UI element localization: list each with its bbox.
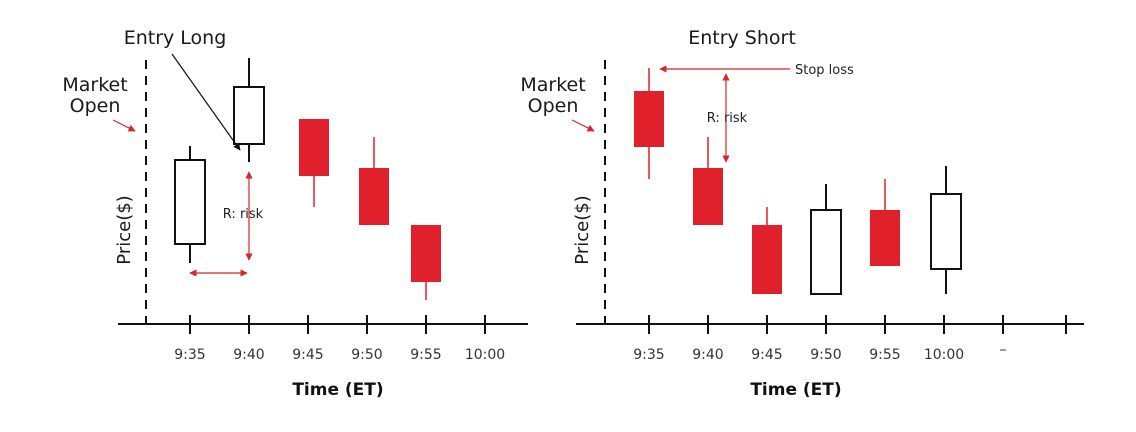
tick-label: 9:50 [810,347,841,363]
tick-label: 9:40 [692,347,723,363]
candle-950 [810,184,842,295]
candle-950 [359,137,389,225]
tick-label: 9:55 [410,347,441,363]
market-open-label-line2: Open [70,95,121,117]
x-axis-ticks [648,315,1067,334]
tick-label: 9:45 [751,347,782,363]
tick-label: 9:35 [633,347,664,363]
candle-940 [233,58,265,162]
tick-label: 9:40 [233,347,264,363]
candle-1000 [930,166,962,294]
candle-945 [752,207,782,294]
entry-long-title: Entry Long [124,27,227,49]
market-open-label-line2: Open [528,95,579,117]
candle-935 [634,68,664,179]
candle-955 [411,225,441,300]
y-axis-label: Price($) [572,195,593,264]
market-open-label-line1: Market [62,74,127,96]
tick-label: 9:55 [869,347,900,363]
stop-loss-label: Stop loss [795,63,854,78]
tick-label: 9:50 [351,347,382,363]
entry-long-pointer [171,53,241,151]
entry-short-title: Entry Short [688,27,796,49]
candle-955 [870,179,900,266]
tick-label: 9:45 [292,347,323,363]
y-axis-label: Price($) [114,195,135,264]
x-axis-title: Time (ET) [750,380,841,400]
x-axis-title: Time (ET) [292,380,383,400]
market-open-arrow [571,119,595,132]
tick-label: 10:00 [465,347,505,363]
candle-940 [693,137,723,225]
left-panel: Entry Long Market Open Price($) 9:35 9:4… [62,27,528,400]
tick-label: 10:00 [924,347,964,363]
tick-label: 9:35 [174,347,205,363]
candle-935 [174,146,206,263]
risk-label: R: risk [223,207,264,222]
market-open-label-line1: Market [520,74,585,96]
tick-label: – [1000,342,1007,358]
right-panel: Entry Short Market Open Price($) 9:35 9:… [520,27,1084,400]
x-axis-ticks [189,315,486,334]
market-open-arrow [112,119,136,132]
risk-label: R: risk [707,111,748,126]
candle-945 [299,119,329,207]
